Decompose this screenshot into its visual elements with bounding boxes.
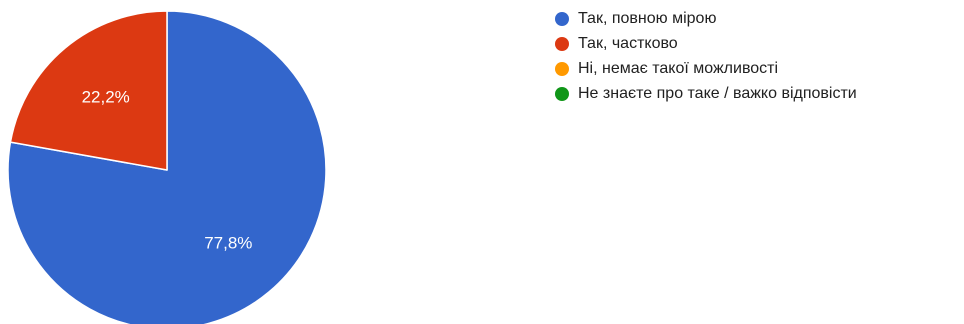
- legend-label-dont-know: Не знаєте про таке / важко відповісти: [578, 85, 857, 102]
- legend-item-partially[interactable]: Так, частково: [555, 35, 857, 53]
- legend-label-partially: Так, частково: [578, 35, 678, 52]
- legend-swatch-partially: [555, 37, 569, 51]
- pie-chart: 77,8% 22,2%: [7, 10, 327, 324]
- legend-swatch-dont-know: [555, 87, 569, 101]
- legend-swatch-no-possibility: [555, 62, 569, 76]
- legend-label-no-possibility: Ні, немає такої можливості: [578, 60, 779, 77]
- legend-item-dont-know[interactable]: Не знаєте про таке / важко відповісти: [555, 85, 857, 103]
- pie-slice-label-partially: 22,2%: [82, 87, 130, 106]
- legend-label-fully: Так, повною мірою: [578, 10, 717, 27]
- legend: Так, повною мірою Так, частково Ні, нема…: [555, 10, 857, 110]
- pie-slice-label-fully: 77,8%: [204, 234, 252, 253]
- legend-item-no-possibility[interactable]: Ні, немає такої можливості: [555, 60, 857, 78]
- legend-item-fully[interactable]: Так, повною мірою: [555, 10, 857, 28]
- legend-swatch-fully: [555, 12, 569, 26]
- pie-slice-partially[interactable]: [9, 10, 168, 171]
